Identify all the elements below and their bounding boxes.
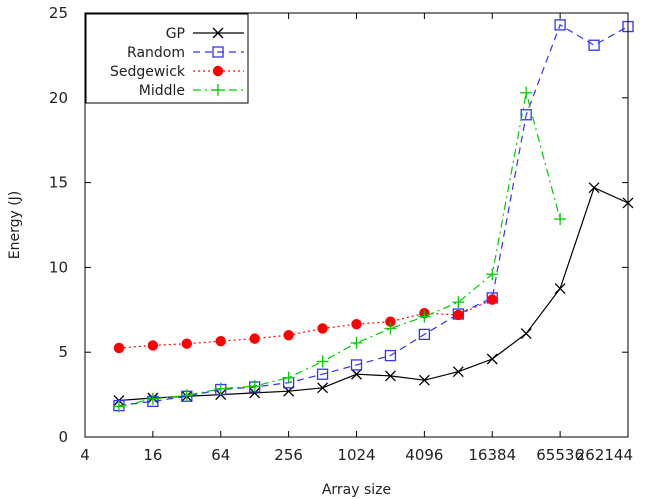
- sedgewick-marker: [215, 335, 226, 347]
- legend-label-gp: GP: [166, 26, 185, 42]
- y-tick-label: 0: [58, 428, 68, 446]
- gp-marker: [351, 368, 362, 380]
- random-marker: [418, 328, 431, 341]
- y-axis-label: Energy (J): [7, 191, 23, 260]
- gp-marker: [588, 182, 600, 194]
- x-tick-label: 16384: [468, 446, 516, 464]
- sedgewick-marker: [113, 342, 125, 354]
- series-middle: [112, 86, 567, 413]
- random-marker: [554, 19, 566, 31]
- sedgewick-marker: [249, 333, 260, 344]
- y-tick-label: 20: [49, 89, 68, 107]
- random-marker: [520, 109, 532, 121]
- series-gp-line: [118, 186, 629, 402]
- legend-label-sedgewick: Sedgewick: [110, 64, 186, 80]
- x-tick-label: 4096: [405, 446, 443, 464]
- random-marker: [588, 39, 600, 51]
- gp-marker: [249, 387, 261, 399]
- gp-marker: [520, 328, 532, 340]
- sedgewick-marker: [283, 330, 294, 341]
- x-tick-label: 64: [211, 446, 230, 464]
- gp-marker: [418, 374, 430, 386]
- sedgewick-marker: [181, 338, 193, 349]
- gp-marker: [452, 366, 464, 378]
- series-random-line: [118, 24, 629, 407]
- gp-marker: [486, 353, 498, 365]
- sedgewick-marker: [212, 65, 224, 77]
- x-tick-label: 1024: [337, 446, 375, 464]
- sedgewick-marker: [453, 309, 464, 321]
- x-tick-label: 65536: [536, 446, 584, 464]
- series-middle-line: [118, 92, 561, 408]
- gp-marker: [384, 370, 396, 382]
- legend-label-middle: Middle: [139, 83, 185, 99]
- sedgewick-marker: [147, 340, 159, 351]
- y-tick-label: 5: [58, 343, 68, 361]
- x-tick-label: 4: [80, 446, 90, 464]
- legend-box: [85, 13, 249, 104]
- gp-marker: [317, 382, 329, 394]
- x-tick-label: 16: [143, 446, 162, 464]
- series-layer: [112, 19, 634, 413]
- random-marker: [212, 46, 224, 58]
- sedgewick-marker: [385, 316, 396, 327]
- sedgewick-marker: [487, 294, 498, 305]
- gp-marker: [212, 27, 224, 39]
- y-tick-label: 10: [49, 258, 68, 276]
- y-tick-label: 15: [49, 174, 68, 192]
- sedgewick-marker: [317, 323, 328, 334]
- gp-marker: [554, 283, 566, 295]
- x-tick-label: 262144: [576, 446, 633, 464]
- x-axis-label: Array size: [322, 482, 391, 498]
- x-tick-label: 256: [274, 446, 303, 464]
- random-marker: [350, 359, 363, 371]
- random-marker: [316, 368, 329, 380]
- series-gp: [113, 182, 634, 406]
- y-tick-label: 25: [49, 4, 68, 22]
- legend-label-random: Random: [127, 45, 185, 61]
- sedgewick-marker: [351, 319, 362, 330]
- legend: GP Random Sedgewick Middle: [85, 13, 249, 104]
- random-marker: [384, 349, 397, 362]
